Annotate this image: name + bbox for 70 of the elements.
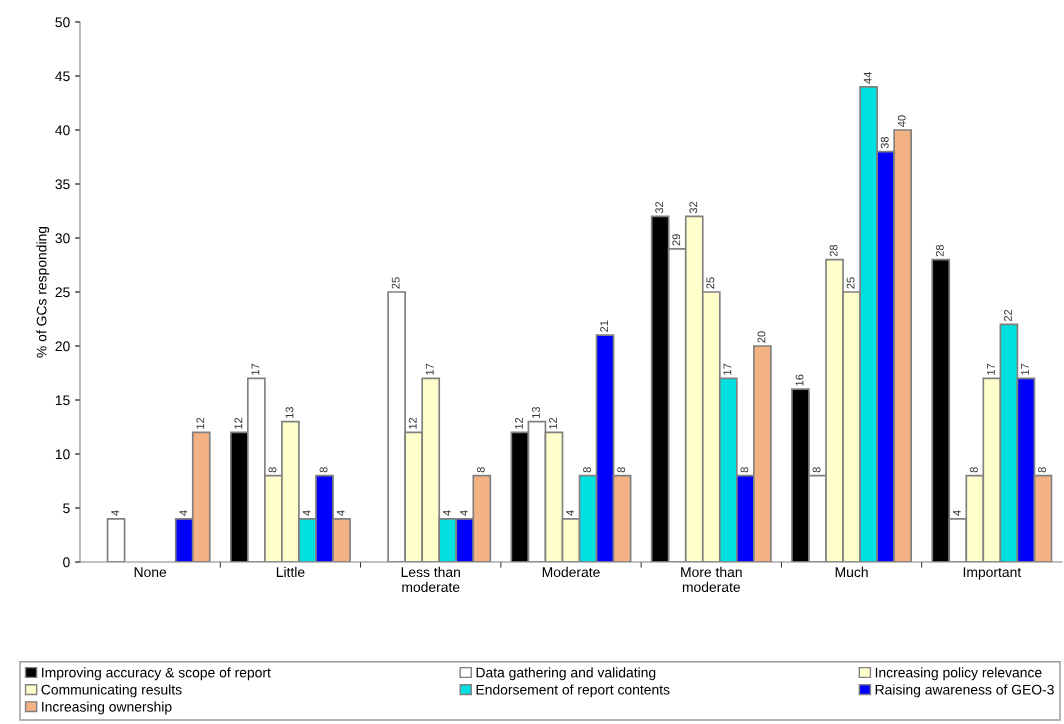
y-tick-label: 15 xyxy=(55,395,70,406)
legend-label: Data gathering and validating xyxy=(476,667,656,681)
legend-label: Endorsement of report contents xyxy=(476,684,670,698)
data-label: 4 xyxy=(460,510,468,516)
data-label: 12 xyxy=(515,417,523,429)
data-label: 12 xyxy=(196,417,205,429)
y-tick-label: 35 xyxy=(55,179,70,190)
data-label: 17 xyxy=(1021,363,1029,375)
y-tick-label: 10 xyxy=(55,449,70,460)
data-label: 21 xyxy=(600,320,608,332)
data-label: 8 xyxy=(969,467,978,473)
data-label: 4 xyxy=(336,510,345,516)
data-label: 25 xyxy=(846,277,855,289)
data-label: 13 xyxy=(285,406,294,418)
y-axis-title: % of GCs responding xyxy=(36,226,50,358)
data-label: 4 xyxy=(111,510,119,516)
data-label: 28 xyxy=(829,244,838,257)
data-label: 44 xyxy=(863,71,872,84)
y-tick-label: 45 xyxy=(55,71,70,82)
x-tick-label: Less than moderate xyxy=(401,566,460,593)
data-label: 29 xyxy=(672,234,681,246)
legend-label: Increasing ownership xyxy=(42,701,172,715)
data-label: 8 xyxy=(319,467,328,473)
data-label: 20 xyxy=(757,331,766,343)
legend-label: Improving accuracy & scope of report xyxy=(42,667,271,681)
data-label: 8 xyxy=(476,467,485,473)
data-label: 12 xyxy=(549,417,557,429)
data-label: 8 xyxy=(268,467,277,473)
data-label: 4 xyxy=(442,510,451,516)
y-tick-label: 25 xyxy=(55,287,70,298)
data-label: 40 xyxy=(897,115,906,127)
data-label: 32 xyxy=(655,201,664,214)
x-tick-label: Much xyxy=(835,566,868,578)
y-tick-label: 0 xyxy=(63,557,70,568)
x-tick-label: Important xyxy=(963,567,1022,580)
data-label: 8 xyxy=(583,467,592,473)
data-label: 28 xyxy=(935,244,944,257)
data-label: 8 xyxy=(1038,467,1046,473)
data-label: 8 xyxy=(812,467,821,473)
data-label: 25 xyxy=(706,277,715,289)
data-label: 12 xyxy=(234,417,243,429)
y-tick-label: 40 xyxy=(55,125,70,136)
data-label: 25 xyxy=(391,277,400,289)
data-label: 22 xyxy=(1004,309,1012,322)
data-label: 17 xyxy=(723,363,732,375)
x-tick-label: Moderate xyxy=(542,566,600,578)
data-label: 13 xyxy=(532,406,540,418)
data-label: 4 xyxy=(302,510,311,516)
data-label: 8 xyxy=(740,467,749,473)
data-label: 17 xyxy=(987,363,995,375)
y-tick-label: 5 xyxy=(63,503,70,514)
x-tick-label: Little xyxy=(276,566,305,578)
y-tick-label: 20 xyxy=(55,341,70,352)
legend-label: Raising awareness of GEO-3 xyxy=(875,684,1054,698)
y-tick-label: 30 xyxy=(55,233,70,244)
data-label: 8 xyxy=(617,467,626,473)
data-label: 38 xyxy=(880,136,889,149)
data-label: 16 xyxy=(795,374,804,386)
legend-label: Increasing policy relevance xyxy=(875,667,1042,681)
y-tick-label: 50 xyxy=(55,17,70,28)
x-tick-label: None xyxy=(134,567,167,578)
legend-label: Communicating results xyxy=(41,684,182,698)
data-label: 17 xyxy=(425,363,434,375)
x-tick-label: More than moderate xyxy=(681,566,742,593)
data-label: 12 xyxy=(408,417,417,429)
data-label: 32 xyxy=(689,201,698,214)
data-label: 4 xyxy=(953,510,961,516)
data-label: 4 xyxy=(566,510,574,516)
data-label: 4 xyxy=(179,510,188,516)
data-label: 17 xyxy=(251,363,260,375)
